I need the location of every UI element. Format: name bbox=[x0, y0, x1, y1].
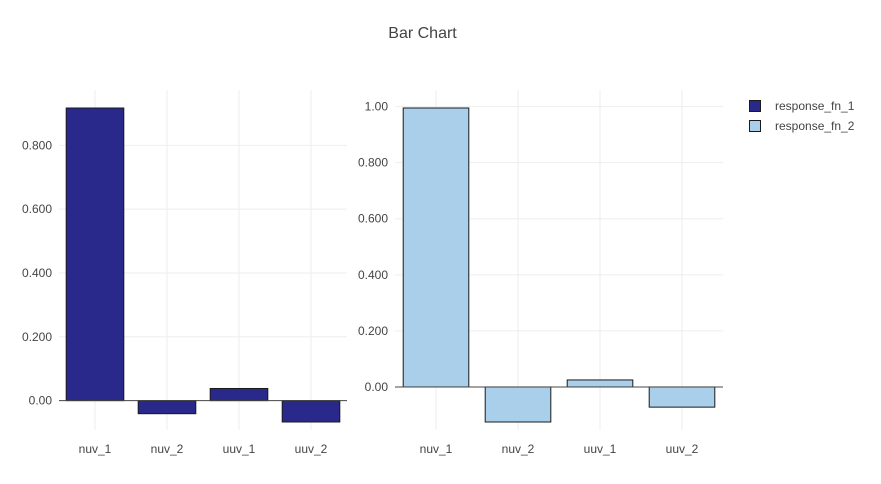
y-tick-label: 0.00 bbox=[29, 394, 53, 408]
y-tick-label: 0.200 bbox=[22, 330, 52, 344]
chart-title: Bar Chart bbox=[388, 25, 457, 42]
bar bbox=[566, 379, 634, 388]
y-tick-label: 0.200 bbox=[358, 324, 388, 338]
x-tick-label: uuv_1 bbox=[584, 442, 617, 456]
x-tick-label: uuv_2 bbox=[295, 442, 328, 456]
x-tick-label: uuv_1 bbox=[223, 442, 256, 456]
y-tick-label: 0.400 bbox=[358, 268, 388, 282]
legend[interactable]: response_fn_1 response_fn_2 bbox=[749, 96, 854, 136]
bar bbox=[281, 400, 341, 423]
x-tick-label: nuv_2 bbox=[151, 442, 184, 456]
y-tick-label: 0.600 bbox=[358, 212, 388, 226]
y-tick-label: 1.00 bbox=[365, 100, 389, 114]
x-tick-label: nuv_2 bbox=[502, 442, 535, 456]
bar bbox=[209, 387, 269, 402]
y-tick-label: 0.00 bbox=[365, 380, 389, 394]
legend-item-response-fn-1[interactable]: response_fn_1 bbox=[749, 96, 854, 116]
legend-label: response_fn_1 bbox=[775, 99, 855, 113]
y-tick-label: 0.600 bbox=[22, 202, 52, 216]
legend-swatch bbox=[749, 120, 761, 132]
bar bbox=[65, 107, 125, 402]
y-tick-label: 0.800 bbox=[358, 156, 388, 170]
y-tick-label: 0.400 bbox=[22, 266, 52, 280]
x-tick-label: nuv_1 bbox=[420, 442, 453, 456]
x-tick-label: nuv_1 bbox=[79, 442, 112, 456]
bar bbox=[137, 400, 197, 415]
legend-item-response-fn-2[interactable]: response_fn_2 bbox=[749, 116, 854, 136]
y-tick-label: 0.800 bbox=[22, 138, 52, 152]
legend-label: response_fn_2 bbox=[775, 119, 855, 133]
x-tick-label: uuv_2 bbox=[666, 442, 699, 456]
legend-swatch bbox=[749, 100, 761, 112]
bar bbox=[648, 386, 716, 408]
bar bbox=[484, 386, 552, 423]
bar bbox=[402, 107, 470, 388]
